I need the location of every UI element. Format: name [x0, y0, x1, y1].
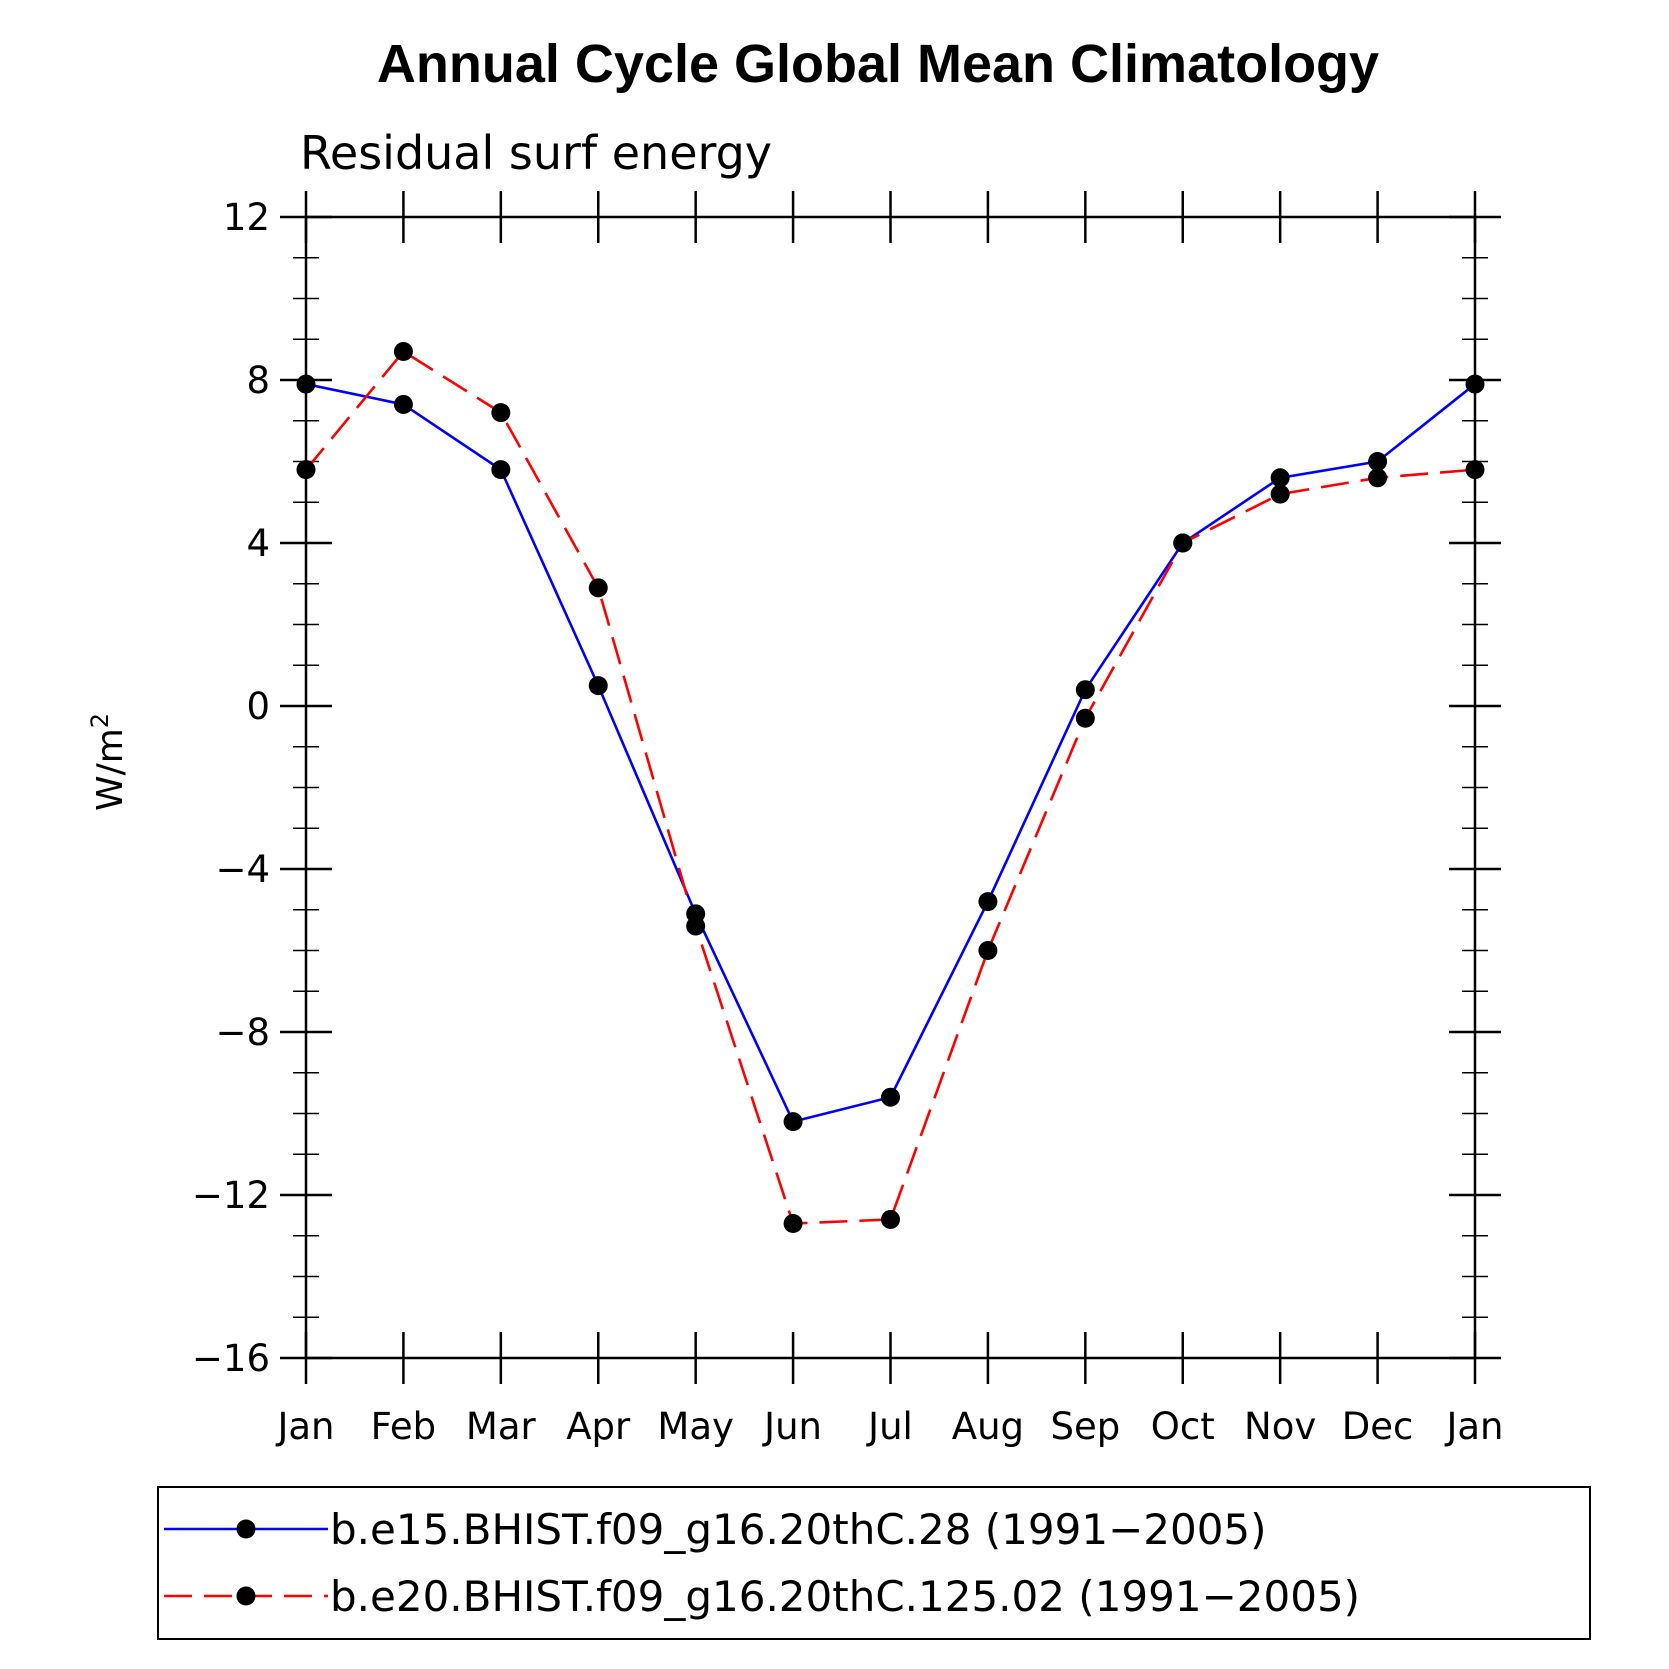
series-1-point: [1465, 374, 1485, 394]
x-tick-label: Aug: [952, 1405, 1024, 1448]
series-2-point: [783, 1214, 803, 1234]
x-tick-label: May: [657, 1405, 734, 1448]
y-axis-label: W/m2: [86, 713, 131, 811]
x-tick-label: Jul: [866, 1405, 913, 1448]
series-1-point: [296, 374, 316, 394]
y-axis-label-superscript: 2: [86, 713, 114, 728]
series-2-point: [1173, 533, 1193, 553]
series-2-point: [296, 460, 316, 480]
x-tick-label: Jan: [1444, 1405, 1503, 1448]
series-1-point: [881, 1087, 900, 1107]
series-2-point: [978, 941, 998, 960]
chart-title: Annual Cycle Global Mean Climatology: [377, 34, 1379, 94]
y-tick-label: 12: [223, 196, 270, 239]
x-tick-label: Sep: [1050, 1405, 1120, 1448]
x-tick-label: Apr: [566, 1405, 631, 1448]
series-2-point: [588, 578, 608, 598]
series-2-point: [686, 916, 706, 936]
series-line-1: [305, 382, 1476, 1124]
series-2-point: [1368, 468, 1388, 488]
series-1-point: [783, 1112, 803, 1132]
series-2-point: [1075, 708, 1095, 728]
series-2-point: [1270, 484, 1290, 504]
x-tick-label: Jun: [762, 1405, 822, 1448]
legend-marker-2: [236, 1586, 256, 1606]
y-tick-label: 8: [246, 359, 270, 402]
legend-label-1: b.e15.BHIST.f09_g16.20thC.28 (1991−2005): [330, 1505, 1267, 1554]
series-1-point: [978, 892, 998, 912]
x-tick-label: Oct: [1151, 1405, 1215, 1448]
y-tick-label: −4: [215, 848, 270, 891]
chart-subtitle: Residual surf energy: [300, 126, 772, 180]
series-1-point: [491, 460, 511, 480]
x-tick-label: Jan: [275, 1405, 334, 1448]
y-tick-label: 4: [246, 522, 270, 565]
series-layer: [296, 341, 1485, 1234]
series-2-point: [881, 1209, 900, 1229]
y-tick-label: −12: [192, 1174, 270, 1217]
y-tick-label: −8: [215, 1011, 270, 1054]
series-2-point: [491, 403, 511, 423]
series-2-point: [1465, 460, 1485, 480]
y-tick-label: −16: [192, 1337, 270, 1380]
legend-label-2: b.e20.BHIST.f09_g16.20thC.125.02 (1991−2…: [330, 1572, 1360, 1621]
y-axis-label-text: W/m: [90, 728, 131, 811]
svg-text:W/m2: W/m2: [86, 713, 131, 811]
y-tick-label: 0: [246, 685, 270, 728]
series-2-point: [393, 341, 413, 361]
x-tick-label: Mar: [466, 1405, 537, 1448]
series-1-point: [1075, 680, 1095, 700]
legend-box: [157, 1486, 1591, 1640]
x-tick-label: Dec: [1342, 1405, 1414, 1448]
legend: b.e15.BHIST.f09_g16.20thC.28 (1991−2005)…: [157, 1486, 1591, 1640]
series-1-point: [393, 394, 413, 414]
series-1-point: [1270, 468, 1290, 488]
series-1-point: [588, 676, 608, 696]
legend-marker-1: [236, 1519, 256, 1539]
series-1-point: [1368, 452, 1388, 471]
x-tick-label: Feb: [371, 1405, 437, 1448]
plot-frame: [304, 215, 1477, 1360]
x-tick-label: Nov: [1244, 1405, 1316, 1448]
